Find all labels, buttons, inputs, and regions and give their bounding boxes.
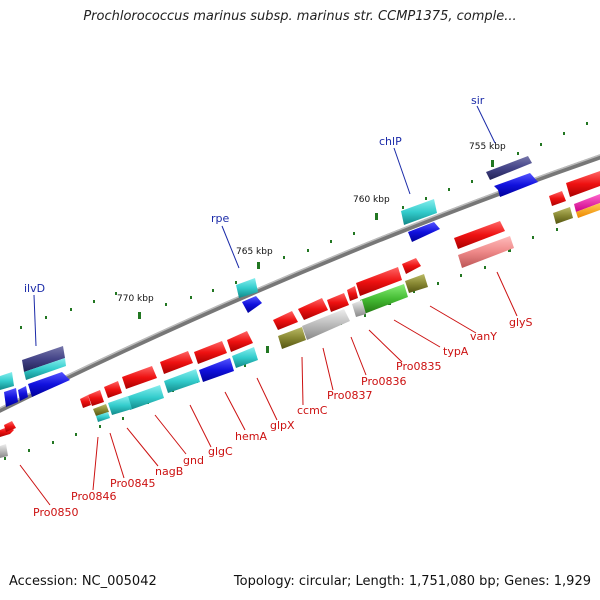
- gene-label-pro0835: Pro0835: [396, 360, 441, 373]
- gene-gnd-red: [160, 351, 193, 374]
- gene-small-gray-left: [0, 444, 8, 458]
- gene-glyS-red: [454, 221, 505, 249]
- gene-label-pro0846: Pro0846: [71, 490, 116, 503]
- gene-label-hemA: hemA: [235, 430, 267, 443]
- gene-label-glyS: glyS: [509, 316, 533, 329]
- gene-glgC-blue: [199, 358, 234, 382]
- gene-label-chlP: chlP: [379, 135, 402, 148]
- gene-ilvD-navy: [22, 346, 65, 372]
- map-title: Prochlorococcus marinus subsp. marinus s…: [83, 9, 517, 24]
- gene-pro0835-gray: [352, 300, 366, 317]
- gene-ilvD-cyan: [24, 358, 66, 380]
- gene-chlP-blue: [408, 222, 440, 242]
- gene-sir-blue: [494, 173, 538, 197]
- gene-label-vanY: vanY: [470, 330, 497, 343]
- gene-glyS-pink: [458, 236, 514, 268]
- gene-label-ccmC: ccmC: [297, 404, 328, 417]
- gene-small-red-left-2: [4, 421, 16, 432]
- gene-pro0837-red-2: [327, 293, 349, 312]
- gene-hemA-cyan: [232, 347, 258, 368]
- gene-hemA-red: [227, 331, 253, 352]
- kbp-label-770: 770 kbp: [117, 294, 154, 304]
- gene-right-orange: [576, 203, 600, 218]
- gene-label-typA: typA: [443, 345, 469, 358]
- gene-gnd-cyan: [164, 369, 200, 393]
- gene-label-glgC: glgC: [208, 445, 233, 458]
- gene-right-red: [566, 171, 600, 197]
- kbp-label-755: 755 kbp: [469, 142, 506, 152]
- gene-label-rpe: rpe: [211, 212, 230, 225]
- gene-ccmC-olive: [278, 327, 306, 349]
- gene-chlP: [401, 199, 437, 225]
- gene-small-blue-1: [4, 388, 18, 407]
- inner-gene-features: [80, 221, 514, 422]
- gene-vanY: [402, 258, 421, 274]
- gene-pro0845-red: [104, 381, 122, 398]
- inner-leader-lines: [19, 271, 518, 506]
- kbp-label-760: 760 kbp: [353, 195, 390, 205]
- gene-typA-olive: [405, 274, 428, 293]
- gene-typA-green: [360, 284, 408, 314]
- gene-right-red-2: [549, 191, 566, 206]
- gene-pro0846-red-2: [80, 395, 91, 408]
- gene-right-magenta: [574, 194, 600, 212]
- gene-label-glpX: glpX: [270, 419, 295, 432]
- gene-label-sir: sir: [471, 94, 485, 107]
- gene-label-pro0845: Pro0845: [110, 477, 155, 490]
- gene-rpe-blue: [242, 296, 262, 313]
- gene-pro0846-cyan: [96, 412, 110, 422]
- gene-glpX-red: [273, 311, 298, 330]
- gene-rpe: [236, 278, 258, 298]
- gene-nagB-red: [122, 366, 157, 389]
- outer-leader-lines: [33, 105, 496, 347]
- gene-label-ilvD: ilvD: [24, 282, 45, 295]
- gene-label-pro0850: Pro0850: [33, 506, 78, 519]
- outer-gene-features: [0, 156, 600, 458]
- kbp-label-765: 765 kbp: [236, 247, 273, 257]
- gene-right-olive: [553, 207, 573, 224]
- gene-typA-red: [356, 267, 402, 296]
- gene-small-cyan-left: [0, 372, 14, 390]
- gene-pro0836: [347, 286, 358, 301]
- gene-pro0845-cyan: [108, 396, 132, 415]
- gene-ccmC-gray: [302, 309, 350, 340]
- gene-ilvD-blue: [28, 372, 70, 397]
- gene-label-nagB: nagB: [155, 465, 183, 478]
- gene-pro0846-red: [88, 390, 104, 406]
- gene-label-pro0836: Pro0836: [361, 375, 406, 388]
- gene-pro0837-red: [298, 298, 328, 320]
- gene-glgC-red: [194, 341, 227, 364]
- gene-small-blue-2: [18, 386, 28, 401]
- gene-sir: [486, 156, 532, 180]
- topology-label: Topology: circular; Length: 1,751,080 bp…: [233, 574, 591, 589]
- outer-tick-track: [20, 122, 588, 329]
- accession-label: Accession: NC_005042: [9, 574, 157, 589]
- gene-label-gnd: gnd: [183, 454, 204, 467]
- gene-nagB-cyan: [126, 385, 164, 410]
- gene-label-pro0837: Pro0837: [327, 389, 372, 402]
